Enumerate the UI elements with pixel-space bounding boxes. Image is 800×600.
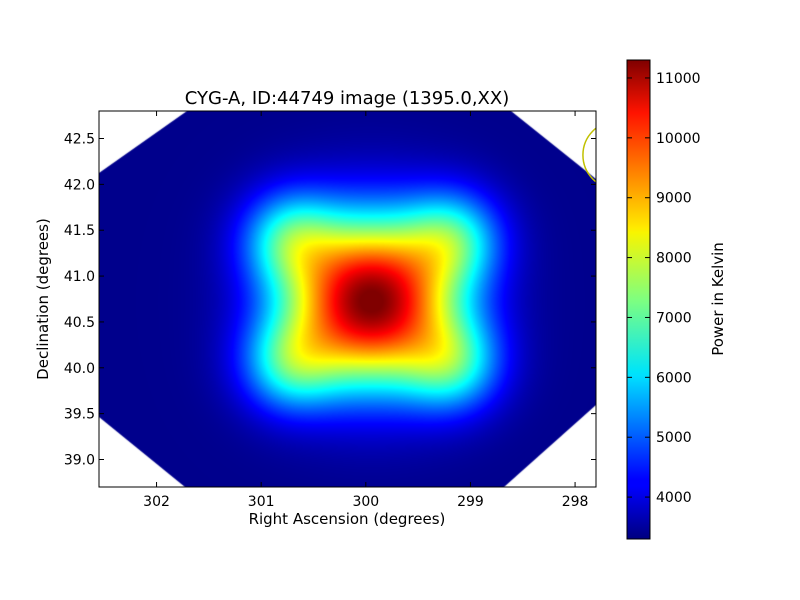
- colorbar: 4000 5000 6000 7000 8000 9000 10000 11000 Power…: [626, 59, 727, 540]
- x-tick-label: 302: [143, 494, 170, 510]
- y-tick-label: 41.5: [64, 223, 95, 239]
- colorbar-frame: [626, 59, 651, 540]
- x-axis-ticks: 302 301 300 299 298: [143, 111, 588, 510]
- plot-frame: [98, 110, 597, 488]
- colorbar-tick-label: 11000: [656, 71, 701, 87]
- y-tick-label: 39.5: [64, 407, 95, 423]
- x-tick-label: 299: [457, 494, 484, 510]
- colorbar-tick-label: 7000: [656, 310, 692, 326]
- colorbar-tick-label: 5000: [656, 430, 692, 446]
- y-tick-label: 40.5: [64, 315, 95, 331]
- colorbar-ticks: 4000 5000 6000 7000 8000 9000 10000 11000: [627, 71, 701, 506]
- chart-title: CYG-A, ID:44749 image (1395.0,XX): [185, 88, 509, 109]
- colorbar-gradient: [627, 60, 650, 539]
- y-tick-label: 42.5: [64, 132, 95, 148]
- colorbar-tick-label: 10000: [656, 131, 701, 147]
- plot-area: [99, 111, 596, 487]
- colorbar-label: Power in Kelvin: [709, 242, 727, 356]
- y-axis-ticks: 39.0 39.5 40.0 40.5 41.0 41.5 42.0 42.5: [64, 132, 596, 468]
- beam-circle: [582, 127, 596, 183]
- x-tick-label: 298: [562, 494, 589, 510]
- colorbar-tick-label: 4000: [656, 490, 692, 506]
- y-tick-label: 40.0: [64, 361, 95, 377]
- colorbar-tick-label: 6000: [656, 370, 692, 386]
- x-tick-label: 301: [248, 494, 275, 510]
- y-tick-label: 41.0: [64, 269, 95, 285]
- colorbar-tick-label: 8000: [656, 251, 692, 267]
- y-tick-label: 39.0: [64, 452, 95, 468]
- y-tick-label: 42.0: [64, 177, 95, 193]
- y-axis-label: Declination (degrees): [34, 218, 52, 380]
- x-tick-label: 300: [352, 494, 379, 510]
- heatmap-image: [99, 111, 596, 487]
- x-axis-label: Right Ascension (degrees): [249, 510, 446, 528]
- colorbar-tick-label: 9000: [656, 191, 692, 207]
